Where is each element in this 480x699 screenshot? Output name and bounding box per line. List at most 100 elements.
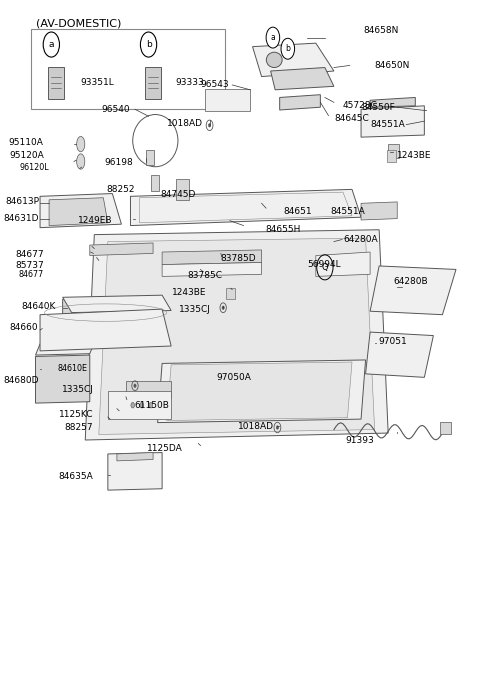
Text: 96198: 96198 [104,159,133,168]
Ellipse shape [208,124,211,127]
Ellipse shape [140,403,144,408]
Bar [176,179,189,200]
Text: 84680D: 84680D [4,376,39,385]
Text: 96540: 96540 [101,105,130,114]
Text: 45728C: 45728C [343,101,378,110]
Ellipse shape [276,426,278,429]
Text: 84650N: 84650N [374,61,410,70]
Polygon shape [316,252,370,276]
Bar [146,150,155,165]
Text: 93333: 93333 [176,78,204,87]
Polygon shape [361,202,397,220]
Text: 84631D: 84631D [4,214,39,223]
Polygon shape [271,68,334,89]
Polygon shape [157,360,366,423]
Bar [226,288,235,299]
Ellipse shape [222,306,224,310]
FancyBboxPatch shape [31,29,226,109]
Text: 93351L: 93351L [81,78,114,87]
Text: 84677: 84677 [15,250,44,259]
Polygon shape [361,106,424,137]
Text: 1018AD: 1018AD [238,421,274,431]
Text: b: b [145,40,151,49]
Ellipse shape [77,154,85,169]
Text: 95110A: 95110A [9,138,44,147]
Polygon shape [117,452,153,461]
Polygon shape [36,355,90,403]
Polygon shape [36,343,94,355]
Text: 96543: 96543 [201,80,229,89]
Text: 85737: 85737 [15,261,44,270]
Text: 84651: 84651 [283,207,312,216]
Text: 84660: 84660 [9,323,38,332]
Text: 84613P: 84613P [5,197,39,206]
Text: 84551A: 84551A [330,207,365,216]
Polygon shape [63,297,162,331]
Ellipse shape [131,403,134,408]
Ellipse shape [266,52,282,68]
Bar [387,150,396,161]
Text: 1335CJ: 1335CJ [179,305,211,314]
Text: 1125DA: 1125DA [147,444,182,453]
Polygon shape [162,262,262,276]
Polygon shape [162,250,262,264]
Text: a: a [271,33,275,42]
Text: 1335CJ: 1335CJ [61,384,94,394]
Text: 1243BE: 1243BE [172,288,206,297]
Polygon shape [252,43,334,77]
Ellipse shape [149,403,153,408]
Polygon shape [366,332,433,377]
Text: 97050A: 97050A [217,373,252,382]
Text: 56994L: 56994L [308,260,341,269]
Polygon shape [370,266,456,315]
Polygon shape [90,243,153,256]
Text: 1018AD: 1018AD [167,120,203,129]
Text: 84635A: 84635A [59,472,94,481]
Polygon shape [108,452,162,490]
Text: 83785D: 83785D [220,254,256,264]
Text: 97051: 97051 [378,337,407,345]
FancyBboxPatch shape [48,67,64,99]
Text: 1125KC: 1125KC [59,410,94,419]
Polygon shape [280,94,320,110]
Text: 84677: 84677 [18,270,44,279]
Polygon shape [370,97,415,107]
Polygon shape [40,194,121,228]
Polygon shape [63,295,171,312]
Polygon shape [85,230,388,440]
Text: 91393: 91393 [345,435,374,445]
Polygon shape [167,362,352,421]
Text: 88257: 88257 [65,423,94,432]
Bar [126,381,171,398]
Text: 84610E: 84610E [57,364,87,373]
Text: 84658N: 84658N [363,26,399,35]
Text: 88252: 88252 [107,185,135,194]
Text: 84745D: 84745D [160,189,196,199]
FancyBboxPatch shape [145,67,161,99]
Polygon shape [40,309,171,351]
Bar [440,422,452,435]
Bar [151,175,159,191]
Text: 95120A: 95120A [9,152,44,161]
Polygon shape [131,189,361,226]
Bar [108,391,171,419]
Text: 84645C: 84645C [334,114,369,123]
Text: 96120L: 96120L [20,163,49,171]
Text: Q: Q [322,263,328,272]
Circle shape [141,32,156,57]
Ellipse shape [77,136,85,152]
Text: 84550F: 84550F [361,103,395,112]
Bar [205,89,250,111]
Text: a: a [48,40,54,49]
Polygon shape [99,238,374,435]
Text: 84551A: 84551A [371,120,406,129]
Text: 84640K: 84640K [22,302,56,311]
Text: 64280B: 64280B [394,278,428,287]
Text: b: b [286,44,290,53]
Bar [388,144,399,158]
Polygon shape [49,198,108,226]
Text: 1249EB: 1249EB [78,216,112,225]
Text: 83785C: 83785C [187,271,222,280]
Circle shape [266,27,280,48]
Circle shape [43,32,60,57]
